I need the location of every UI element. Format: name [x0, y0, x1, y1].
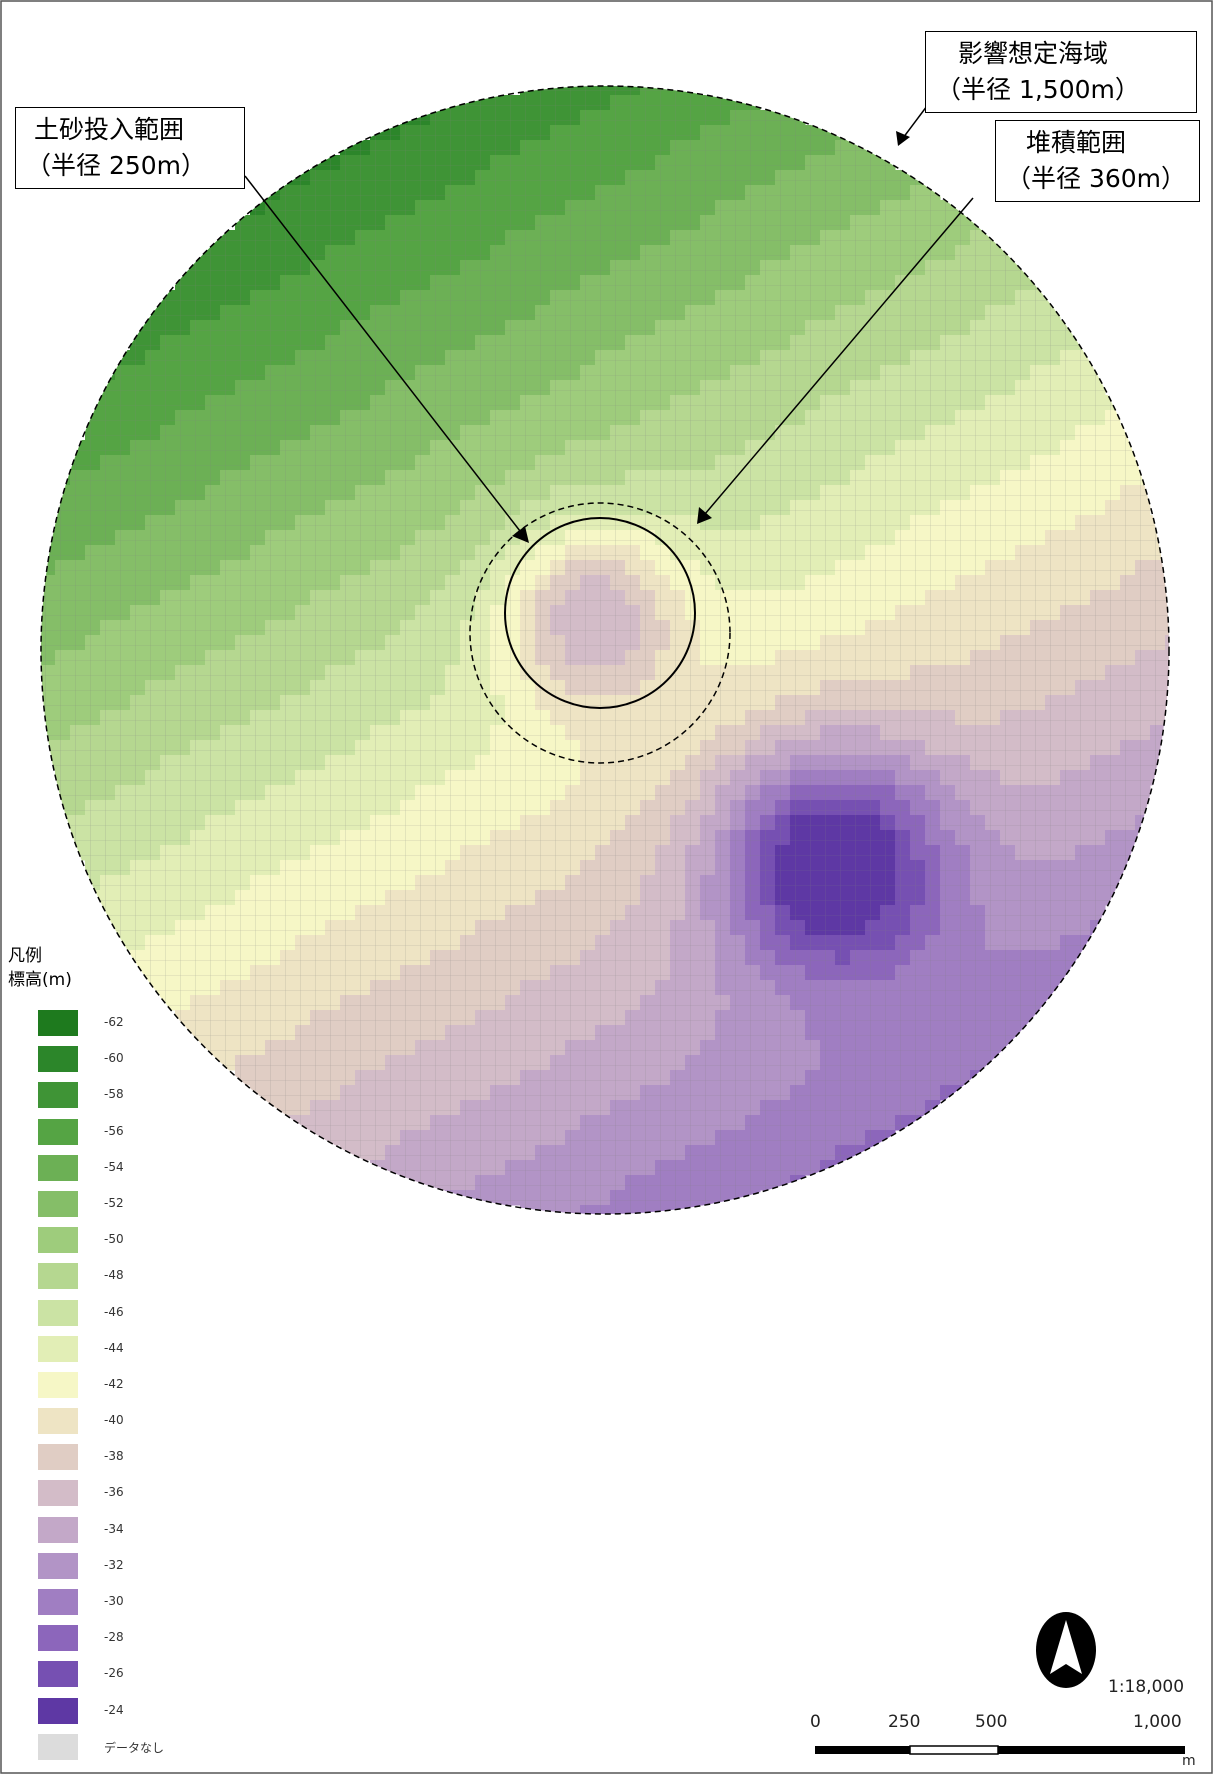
- legend-swatch: [38, 1408, 78, 1435]
- north-arrow-icon: [1036, 1612, 1096, 1688]
- legend-label: -52: [104, 1195, 124, 1210]
- legend-label: -38: [104, 1449, 124, 1464]
- legend-label: -44: [104, 1340, 124, 1355]
- callout-deposition-line1: 堆積範囲: [1026, 128, 1127, 157]
- legend-swatch: [38, 1371, 78, 1398]
- legend-label: -28: [104, 1630, 124, 1645]
- legend-label: -34: [104, 1521, 124, 1536]
- legend-swatch: [38, 1118, 78, 1145]
- legend-label: -40: [104, 1413, 124, 1428]
- callout-impact-area: 影響想定海域 （半径 1,500m）: [925, 31, 1197, 113]
- callout-sediment-input-line2: （半径 250m）: [26, 151, 207, 180]
- deposition-circle: [469, 502, 731, 764]
- legend-label: -30: [104, 1594, 124, 1608]
- legend-label: -48: [104, 1268, 124, 1283]
- legend-swatch: [38, 1299, 78, 1326]
- callout-impact-area-line2: （半径 1,500m）: [936, 75, 1140, 104]
- impact-area-circle: [40, 85, 1170, 1215]
- callout-deposition: 堆積範囲 （半径 360m）: [995, 120, 1200, 202]
- sediment-input-circle: [504, 517, 696, 709]
- legend-swatch: [38, 1263, 78, 1290]
- legend-label: -62: [104, 1015, 124, 1029]
- legend-swatch: [38, 1552, 78, 1579]
- callout-impact-area-line1: 影響想定海域: [958, 39, 1109, 68]
- raster-grid: [41, 86, 1169, 1214]
- legend-label: -24: [104, 1702, 124, 1717]
- scale-tick-1000: 1,000: [1133, 1712, 1182, 1732]
- scale-bar: [815, 1745, 1185, 1755]
- legend-swatch: [38, 1661, 78, 1688]
- legend-swatch: [38, 1082, 78, 1109]
- legend-title: 凡例 標高(m): [8, 944, 72, 992]
- legend-label: -58: [104, 1087, 124, 1102]
- legend-swatch: [38, 1444, 78, 1471]
- legend-label: -32: [104, 1557, 124, 1572]
- leader-line-sediment: [244, 175, 529, 543]
- legend-swatch: [38, 1516, 78, 1543]
- legend-swatch: [38, 1046, 78, 1073]
- legend-label: -60: [104, 1051, 124, 1066]
- callout-sediment-input-line1: 土砂投入範囲: [34, 115, 185, 144]
- legend-label: -54: [104, 1159, 124, 1174]
- legend-swatch: [38, 1625, 78, 1652]
- legend-label: -42: [104, 1376, 124, 1391]
- legend-swatch: [38, 1733, 78, 1760]
- scale-tick-250: 250: [888, 1712, 921, 1732]
- leader-line-deposition: [697, 197, 974, 524]
- legend-swatch: [38, 1227, 78, 1254]
- legend-swatch: [38, 1697, 78, 1724]
- callout-sediment-input: 土砂投入範囲 （半径 250m）: [15, 107, 245, 189]
- scale-tick-0: 0: [810, 1712, 821, 1732]
- legend-swatch: [38, 1154, 78, 1181]
- scale-ratio: 1:18,000: [1108, 1677, 1185, 1697]
- legend-title-line1: 凡例: [8, 946, 42, 966]
- legend-swatch: [38, 1589, 78, 1615]
- legend-label: データなし: [104, 1740, 165, 1755]
- scale-unit: m: [1182, 1753, 1196, 1769]
- legend-label: -36: [104, 1485, 124, 1500]
- legend-label: -46: [104, 1304, 124, 1319]
- legend-swatch: [38, 1480, 78, 1507]
- scale-tick-500: 500: [975, 1712, 1008, 1732]
- legend-label: -56: [104, 1123, 124, 1138]
- legend-label: -50: [104, 1232, 124, 1247]
- callout-deposition-line2: （半径 360m）: [1006, 164, 1187, 193]
- legend-swatch: [38, 1010, 78, 1036]
- legend-swatch: [38, 1190, 78, 1217]
- legend-title-line2: 標高(m): [8, 970, 72, 990]
- legend-swatch: [38, 1335, 78, 1362]
- legend-label: -26: [104, 1666, 124, 1681]
